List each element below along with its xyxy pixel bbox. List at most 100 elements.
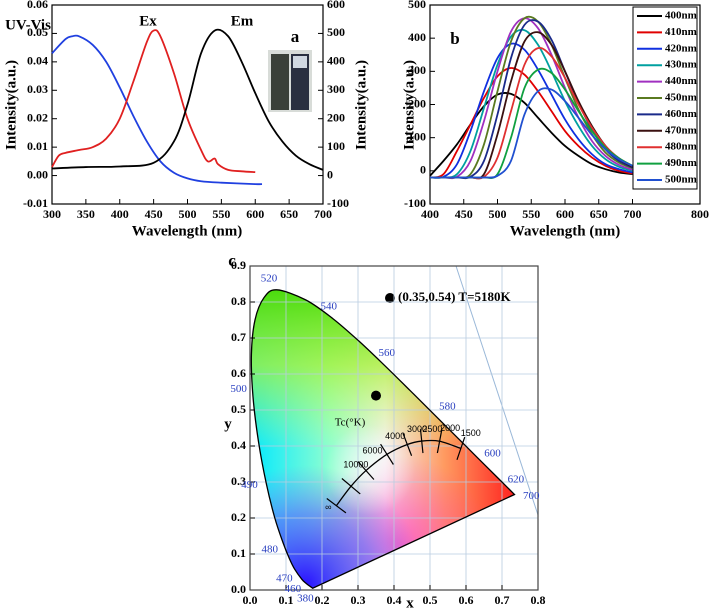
panel-label: c	[228, 251, 236, 270]
x-axis-label: x	[406, 595, 414, 610]
y-tick-label: 0.06	[27, 0, 48, 11]
y-tick-label: -100	[404, 196, 426, 210]
y2-tick-label: 0	[327, 167, 333, 181]
temperature-label: 6000	[363, 445, 383, 455]
line-series	[51, 28, 324, 171]
y-tick-label: 0.01	[27, 139, 48, 153]
wavelength-label: 540	[320, 300, 337, 312]
legend-label: 470nm	[665, 124, 697, 136]
legend-label: 480nm	[665, 141, 697, 153]
white-line	[455, 265, 539, 516]
y-tick-label: 300	[408, 63, 426, 77]
legend-label: 400nm	[665, 10, 697, 22]
temperature-label: 2500	[422, 424, 442, 434]
x-tick-label: 450	[145, 207, 163, 221]
planckian-locus	[335, 439, 462, 507]
y2-axis-label: Intensity(a.u.)	[353, 60, 369, 150]
legend-label: 490nm	[665, 157, 697, 169]
x-tick-label: 500	[179, 207, 197, 221]
y-tick-label: 0.04	[27, 54, 48, 68]
y-tick-label: 400	[408, 30, 426, 44]
x-tick-label: 600	[556, 207, 574, 221]
legend-label: 410nm	[665, 26, 697, 38]
y-axis-label: Intensity(a.u.)	[3, 60, 19, 150]
x-tick-label: 300	[43, 207, 61, 221]
temperature-label: ∞	[325, 502, 331, 512]
wavelength-label: 460	[285, 583, 302, 595]
y-tick-label: 0.02	[27, 110, 48, 124]
x-tick-label: 450	[455, 207, 473, 221]
isotherm	[326, 497, 347, 514]
line-series	[51, 34, 263, 186]
legend-label: 430nm	[665, 59, 697, 71]
line-series	[429, 17, 633, 180]
wavelength-label: 620	[508, 473, 525, 485]
y-tick-label: 0.9	[231, 258, 246, 272]
x-tick-label: 0.6	[459, 593, 474, 607]
x-tick-label: 700	[314, 207, 332, 221]
y2-tick-label: -100	[327, 196, 349, 210]
y2-tick-label: 200	[327, 110, 345, 124]
wavelength-label: 600	[484, 448, 501, 460]
series-label: UV-Vis	[5, 17, 51, 33]
panel-label: a	[291, 27, 300, 46]
line-series	[430, 87, 633, 179]
legend-label: 450nm	[665, 92, 697, 104]
x-axis-label: Wavelength (nm)	[132, 223, 242, 239]
x-tick-label: 0.0	[243, 593, 258, 607]
temperature-label: 4000	[385, 431, 405, 441]
isotherm	[380, 443, 394, 465]
x-tick-label: 700	[624, 207, 642, 221]
y-tick-label: 0	[420, 163, 426, 177]
y2-tick-label: 500	[327, 25, 345, 39]
x-tick-label: 0.3	[351, 593, 366, 607]
wavelength-label: 580	[439, 401, 456, 413]
x-tick-label: 0.4	[387, 593, 402, 607]
x-tick-label: 400	[111, 207, 129, 221]
y-axis-label: Intensity(a.u.)	[401, 60, 417, 150]
y2-tick-label: 300	[327, 82, 345, 96]
wavelength-label: 490	[241, 479, 258, 491]
y-tick-label: 0.4	[231, 438, 246, 452]
x-tick-label: 0.7	[495, 593, 510, 607]
y-axis-label: y	[224, 416, 232, 432]
y-tick-label: 0.1	[231, 546, 246, 560]
planckian-title: Tc(°K)	[335, 417, 366, 429]
y-tick-label: 0.2	[231, 510, 246, 524]
x-tick-label: 600	[246, 207, 264, 221]
x-tick-label: 0.5	[423, 593, 438, 607]
legend-dot	[385, 293, 395, 303]
point	[371, 390, 381, 401]
y-tick-label: 0.6	[231, 366, 246, 380]
x-tick-label: 500	[489, 207, 507, 221]
y-tick-label: 0.05	[27, 25, 48, 39]
photo-inset	[268, 50, 312, 112]
y-tick-label: 0.7	[231, 330, 246, 344]
x-tick-label: 550	[522, 207, 540, 221]
legend-label: 500nm	[665, 174, 697, 186]
y-tick-label: 0.03	[27, 82, 48, 96]
legend-label: 440nm	[665, 75, 697, 87]
y-tick-label: 0.3	[231, 474, 246, 488]
line-series	[429, 67, 633, 179]
x-tick-label: 800	[691, 207, 709, 221]
x-tick-label: 350	[77, 207, 95, 221]
temperature-label: 3000	[407, 424, 427, 434]
x-tick-label: 0.1	[279, 593, 294, 607]
x-tick-label: 650	[590, 207, 608, 221]
isotherm	[436, 429, 443, 454]
legend-label: 460nm	[665, 108, 697, 120]
temperature-label: 1500	[461, 428, 481, 438]
legend-label: 420nm	[665, 42, 697, 54]
x-tick-label: 650	[280, 207, 298, 221]
isotherm	[402, 433, 413, 456]
plot-frame	[429, 4, 701, 205]
isotherm	[357, 461, 375, 480]
y-tick-label: 0.00	[27, 167, 48, 181]
x-tick-label: 550	[212, 207, 230, 221]
line-series	[429, 92, 633, 177]
wavelength-label: 560	[379, 347, 396, 359]
plot-frame	[51, 4, 324, 205]
legend: 400nm 410nm 420nm 430nm 440nm 450nm 460nm 470nm…	[632, 6, 698, 190]
